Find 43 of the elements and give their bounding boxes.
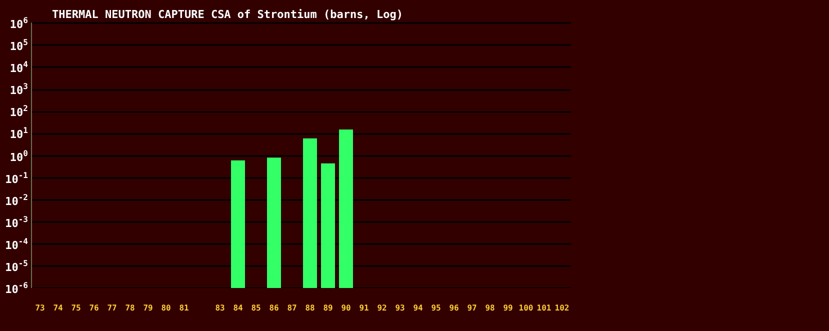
x-tick-label: 78 [125,304,135,312]
x-tick-label: 90 [341,304,351,312]
x-tick-label: 98 [485,304,495,312]
y-tick-label: 10$^{3}$ [8,81,28,98]
x-tick-label: 73 [35,304,45,312]
x-tick-label: 92 [377,304,387,312]
x-tick-label: 95 [431,304,441,312]
x-tick-label: 77 [107,304,117,312]
x-tick-label: 83 [215,304,225,312]
x-tick-label: 74 [53,304,63,312]
x-tick-label: 91 [359,304,369,312]
x-tick-label: 80 [161,304,171,312]
x-tick-label: 102 [554,304,570,312]
x-tick-label: 81 [179,304,189,312]
y-tick-label: 10$^{-4}$ [4,236,28,253]
x-tick-label: 96 [449,304,459,312]
x-tick-label: 86 [269,304,279,312]
y-tick-label: 10$^{2}$ [8,103,28,120]
x-tick-label: 94 [413,304,423,312]
y-tick-label: 10$^{-3}$ [4,214,28,231]
y-tick-label: 10$^{5}$ [8,37,28,54]
y-tick-label: 10$^{-2}$ [4,192,28,209]
x-tick-label: 85 [251,304,261,312]
y-tick-label: 10$^{-5}$ [4,258,28,275]
x-tick-label: 101 [536,304,552,312]
x-tick-label: 88 [305,304,315,312]
x-tick-label: 75 [71,304,81,312]
x-tick-label: 99 [503,304,513,312]
y-tick-label: 10$^{-6}$ [4,280,28,297]
y-tick-label: 10$^{1}$ [8,125,28,142]
x-tick-label: 79 [143,304,153,312]
y-tick-label: 10$^{4}$ [8,59,28,76]
x-tick-label: 89 [323,304,333,312]
y-tick-label: 10$^{6}$ [8,15,28,32]
y-tick-label: 10$^{0}$ [8,148,28,164]
x-tick-label: 100 [518,304,534,312]
x-tick-label: 93 [395,304,405,312]
x-tick-label: 84 [233,304,243,312]
y-tick-label: 10$^{-1}$ [4,170,28,187]
x-tick-label: 97 [467,304,477,312]
chart-title: THERMAL NEUTRON CAPTURE CSA of Strontium (barns, Log) [52,8,403,21]
x-tick-label: 87 [287,304,297,312]
x-tick-label: 76 [89,304,99,312]
